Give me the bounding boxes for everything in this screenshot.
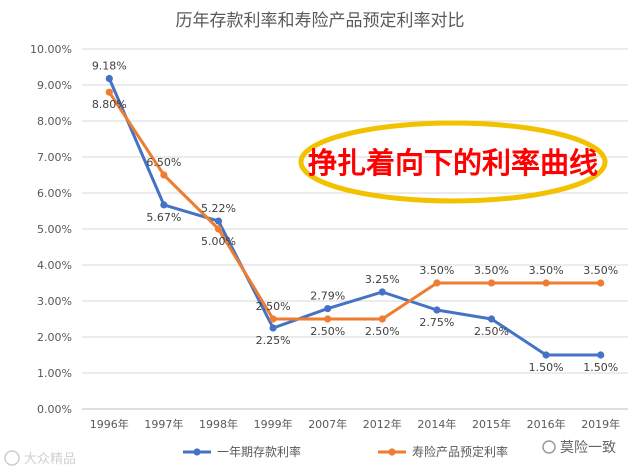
x-tick-label: 1996年 [90, 417, 129, 431]
data-label: 5.67% [146, 211, 181, 224]
x-axis: 1996年 1997年 1998年 1999年 2007年 2012年 2014年 2015年… [90, 417, 620, 431]
annotation-text: 挣扎着向下的利率曲线 [308, 146, 598, 180]
data-label: 3.50% [474, 264, 509, 277]
data-point [487, 315, 496, 323]
data-point [269, 315, 277, 323]
data-label: 3.25% [365, 273, 400, 286]
data-label: 2.50% [365, 325, 400, 338]
data-point [487, 279, 496, 287]
x-tick-label: 1999年 [254, 417, 293, 431]
series-line-1 [107, 77, 603, 357]
x-tick-label: 2012年 [363, 417, 402, 431]
data-label: 9.18% [92, 60, 127, 73]
data-point [214, 225, 223, 233]
chart-title: 历年存款利率和寿险产品预定利率对比 [176, 11, 465, 31]
data-point [160, 201, 168, 209]
x-tick-label: 2007年 [308, 417, 347, 431]
y-tick-label: 1.00% [37, 367, 72, 380]
watermark-left: 大众精品 [4, 450, 76, 467]
legend-swatch-marker-1 [193, 448, 201, 456]
data-labels: 9.18% 5.67% 5.22% 2.25% 2.79% 3.25% 2.75% 2.50%… [92, 60, 618, 374]
x-tick-label: 1998年 [199, 417, 238, 431]
legend-label-1: 一年期存款利率 [217, 444, 301, 459]
data-point [324, 315, 332, 323]
data-point [214, 217, 223, 225]
data-point [433, 306, 441, 314]
data-label: 1.50% [583, 361, 618, 374]
y-tick-label: 10.00% [30, 43, 72, 56]
data-point [105, 74, 113, 83]
y-axis: 0.00% 1.00% 2.00% 3.00% 4.00% 5.00% 6.00% 7.00%… [30, 43, 72, 416]
annotation-ellipse [298, 120, 608, 204]
data-point [324, 304, 332, 313]
series-group [105, 74, 605, 359]
data-point [597, 351, 605, 359]
data-label: 2.50% [310, 325, 345, 338]
y-tick-label: 0.00% [37, 403, 72, 416]
data-label: 3.50% [529, 264, 564, 277]
watermark-right-text: 莫险一致 [560, 440, 616, 456]
watermark-right: 莫险一致 [542, 440, 616, 456]
data-point [433, 279, 441, 287]
data-point [542, 279, 550, 287]
data-point [105, 88, 113, 96]
x-tick-label: 2014年 [417, 417, 456, 431]
y-tick-label: 6.00% [37, 187, 72, 200]
data-label: 2.50% [474, 325, 509, 338]
data-point [269, 324, 277, 332]
x-tick-label: 2019年 [581, 417, 620, 431]
annotation: 挣扎着向下的利率曲线 [298, 120, 608, 204]
watermark-left-text: 大众精品 [24, 452, 76, 467]
data-label: 6.50% [146, 156, 181, 169]
y-tick-label: 8.00% [37, 115, 72, 128]
data-point [160, 171, 168, 179]
data-point [378, 315, 386, 323]
y-tick-label: 4.00% [37, 259, 72, 272]
data-label: 5.00% [201, 235, 236, 248]
y-tick-label: 7.00% [37, 151, 72, 164]
data-label: 8.80% [92, 98, 127, 111]
data-label: 3.50% [419, 264, 454, 277]
legend-swatch-marker-2 [388, 448, 396, 456]
y-tick-label: 9.00% [37, 79, 72, 92]
gridlines [82, 48, 628, 410]
data-point [597, 279, 605, 287]
data-label: 3.50% [583, 264, 618, 277]
legend-label-2: 寿险产品预定利率 [412, 444, 508, 459]
data-point [542, 351, 550, 359]
x-tick-label: 2016年 [527, 417, 566, 431]
y-tick-label: 5.00% [37, 223, 72, 236]
data-label: 5.22% [201, 202, 236, 215]
data-label: 2.25% [256, 334, 291, 347]
legend: 一年期存款利率 寿险产品预定利率 [183, 444, 508, 459]
watermark-right-logo [542, 440, 556, 454]
series-line-2 [107, 90, 603, 321]
x-tick-label: 2015年 [472, 417, 511, 431]
x-tick-label: 1997年 [144, 417, 183, 431]
data-label: 2.50% [256, 300, 291, 313]
y-tick-label: 3.00% [37, 295, 72, 308]
data-label: 1.50% [529, 361, 564, 374]
data-label: 2.79% [310, 290, 345, 303]
data-point [378, 288, 386, 296]
watermark-left-logo [4, 450, 20, 466]
y-tick-label: 2.00% [37, 331, 72, 344]
data-label: 2.75% [419, 316, 454, 329]
